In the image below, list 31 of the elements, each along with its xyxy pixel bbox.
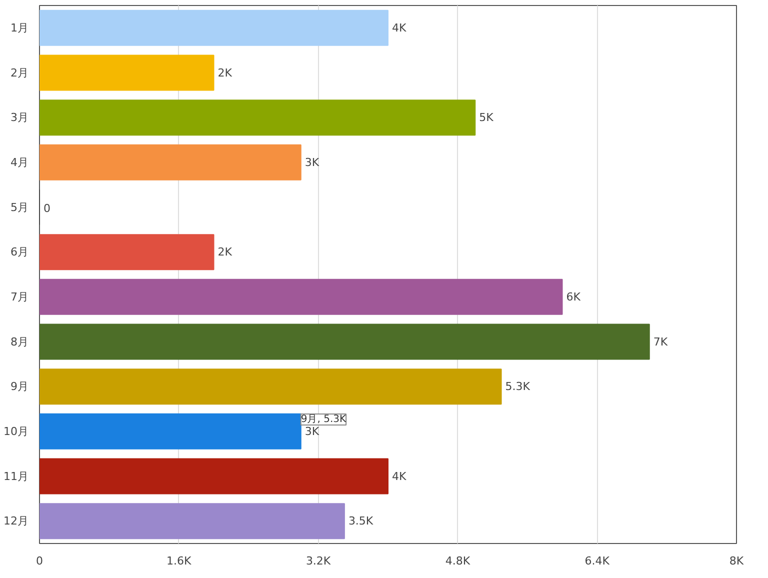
data-label: 7K bbox=[653, 335, 668, 348]
x-tick-label: 3.2K bbox=[306, 554, 332, 568]
annotation: 9月, 5.3K bbox=[300, 414, 346, 425]
y-tick-label: 8月 bbox=[10, 335, 28, 348]
y-tick-label: 1月 bbox=[10, 21, 28, 34]
x-tick-label: 6.4K bbox=[584, 554, 610, 568]
data-label: 3.5K bbox=[348, 514, 374, 528]
y-tick-label: 3月 bbox=[10, 111, 28, 124]
data-label: 2K bbox=[218, 246, 233, 259]
data-label: 2K bbox=[218, 66, 233, 80]
x-tick-label: 4.8K bbox=[445, 554, 471, 568]
x-tick-label: 8K bbox=[729, 554, 744, 568]
data-label: 0 bbox=[44, 202, 50, 215]
data-label: 5.3K bbox=[505, 380, 531, 394]
y-tick-label: 11月 bbox=[4, 470, 29, 483]
y-tick-label: 6月 bbox=[10, 246, 28, 259]
data-label: 3K bbox=[304, 424, 320, 438]
y-tick-label: 4月 bbox=[10, 156, 28, 169]
data-label: 6K bbox=[566, 290, 582, 304]
data-label: 5K bbox=[479, 111, 494, 124]
y-tick-label: 12月 bbox=[4, 514, 29, 528]
x-tick-label: 0 bbox=[36, 554, 43, 568]
data-label: 4K bbox=[392, 470, 407, 483]
y-tick-label: 2月 bbox=[10, 66, 28, 80]
y-tick-label: 5月 bbox=[10, 200, 28, 214]
y-tick-label: 10月 bbox=[4, 424, 29, 438]
y-tick-label: 9月 bbox=[10, 380, 28, 394]
x-tick-label: 1.6K bbox=[166, 554, 192, 568]
y-tick-label: 7月 bbox=[10, 290, 28, 304]
data-label: 3K bbox=[304, 156, 320, 169]
data-label: 4K bbox=[392, 21, 407, 34]
